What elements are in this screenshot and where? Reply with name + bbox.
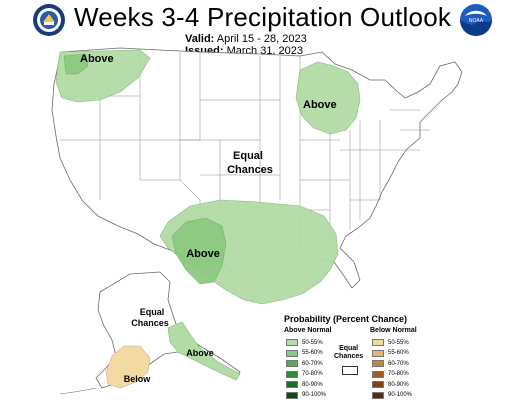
below-legend-label: 50-55%	[388, 339, 409, 346]
alaska-equal-chances-label-1: Equal	[140, 307, 165, 317]
valid-dates: Valid: April 15 - 28, 2023	[185, 33, 307, 45]
southern-plains-above-label: Above	[186, 248, 220, 260]
above-legend-label: 50-55%	[302, 339, 323, 346]
above-legend-label: 60-70%	[302, 360, 323, 367]
legend-equal-swatch	[342, 366, 358, 375]
alaska-above-region	[167, 321, 241, 381]
doc-seal-icon	[33, 4, 65, 36]
great-lakes-above-label: Above	[303, 99, 337, 111]
great-lakes-above-region	[295, 61, 361, 135]
pacific-nw-above-label: Above	[80, 53, 114, 65]
below-legend-swatch	[372, 381, 384, 388]
valid-value: April 15 - 28, 2023	[216, 33, 307, 45]
valid-label: Valid:	[185, 33, 215, 45]
below-legend-swatch	[372, 360, 384, 367]
above-legend-row: 50-55%	[286, 338, 323, 347]
above-legend-swatch	[286, 370, 298, 378]
above-legend-row: 80-90%	[286, 380, 323, 389]
above-legend-swatch	[286, 381, 298, 388]
below-legend-label: 90-100%	[388, 392, 413, 398]
legend-equal-chances: Equal Chances	[334, 345, 363, 361]
legend-equal-line2: Chances	[334, 353, 364, 360]
above-legend-swatch	[286, 349, 298, 357]
above-legend-label: 70-80%	[302, 371, 323, 377]
alaska-below-label: Below	[124, 374, 152, 384]
below-legend-row: 55-60%	[372, 349, 409, 358]
above-legend-row: 90-100%	[286, 391, 326, 400]
below-legend-row: 90-100%	[372, 391, 412, 400]
noaa-logo-icon: NOAA	[460, 4, 492, 36]
legend-equal-line1: Equal	[339, 345, 359, 352]
above-legend-swatch	[286, 360, 298, 367]
above-legend-swatch	[286, 391, 298, 399]
above-legend-row: 70-80%	[286, 370, 323, 379]
above-legend-row: 60-70%	[286, 359, 323, 368]
legend-below-header: Below Normal	[370, 327, 417, 334]
map-title: Weeks 3-4 Precipitation Outlook	[73, 2, 452, 32]
below-legend-label: 70-80%	[388, 371, 409, 377]
above-legend-swatch	[286, 339, 298, 346]
alaska-below-region	[105, 345, 151, 389]
below-legend-swatch	[372, 370, 384, 378]
alaska-equal-chances-label-2: Chances	[131, 318, 169, 328]
legend-above-header: Above Normal	[284, 327, 332, 334]
conus-outline	[51, 47, 463, 299]
probability-legend: Probability (Percent Chance) Above Norma…	[282, 314, 522, 402]
below-legend-row: 50-55%	[372, 338, 409, 347]
below-legend-row: 80-90%	[372, 380, 409, 389]
below-legend-label: 60-70%	[388, 360, 409, 367]
alaska-above-label: Above	[186, 348, 214, 358]
equal-chances-label-2: Chances	[227, 164, 273, 176]
below-legend-swatch	[372, 391, 384, 399]
equal-chances-label-1: Equal	[233, 150, 263, 162]
below-legend-label: 55-60%	[388, 350, 409, 356]
below-legend-swatch	[372, 339, 384, 346]
above-legend-label: 80-90%	[302, 381, 323, 388]
legend-title: Probability (Percent Chance)	[284, 314, 408, 324]
above-legend-row: 55-60%	[286, 349, 323, 358]
alaska-aleutians	[59, 387, 97, 395]
above-legend-label: 55-60%	[302, 350, 323, 356]
noaa-logo-text: NOAA	[469, 18, 484, 24]
below-legend-label: 80-90%	[388, 381, 409, 388]
below-legend-row: 60-70%	[372, 359, 409, 368]
pacific-nw-above-core	[63, 53, 89, 75]
southern-plains-above-core	[171, 217, 227, 285]
above-legend-label: 90-100%	[302, 392, 327, 398]
below-legend-swatch	[372, 349, 384, 357]
below-legend-row: 70-80%	[372, 370, 409, 379]
